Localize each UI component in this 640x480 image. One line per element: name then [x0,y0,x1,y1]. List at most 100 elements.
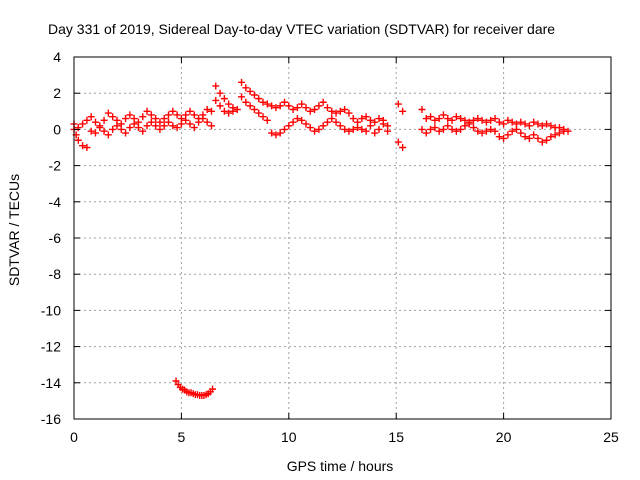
data-point [349,125,357,133]
data-point [87,113,95,121]
data-point [104,109,112,117]
data-point [259,113,267,121]
data-point [435,127,443,135]
data-point [143,107,151,115]
x-tick-label: 0 [70,429,78,445]
data-point [521,120,529,128]
data-point [384,127,392,135]
x-tick-label: 25 [603,429,619,445]
tick-labels: 0 5 10 15 20 25 -16 -14 -12 -10 -8 -6 -4 -2 0 2 4 [41,49,619,445]
data-point [250,91,258,99]
y-tick-label: -14 [41,375,61,391]
data-point [272,104,280,112]
data-point [534,134,542,142]
data-point [439,125,447,133]
data-point [242,98,250,106]
data-point [427,113,435,121]
data-point [190,124,198,132]
data-point [538,122,546,130]
data-point [126,111,134,119]
data-point [83,116,91,124]
data-point [172,377,180,385]
data-point [491,115,499,123]
data-point [547,122,555,130]
x-tick-label: 20 [496,429,512,445]
axis-ticks [73,56,612,420]
data-point [220,107,228,115]
data-point [165,118,173,126]
data-point [399,107,407,115]
data-point [461,122,469,130]
data-point [246,87,254,95]
data-point [482,118,490,126]
data-point [83,144,91,151]
data-point [195,118,203,126]
data-point [422,115,430,123]
data-point [534,120,542,128]
data-point [79,120,87,128]
series-1 [70,93,568,151]
data-point [328,115,336,123]
y-tick-label: 0 [53,121,61,137]
data-point [233,105,241,113]
data-point [495,118,503,126]
data-point [504,131,512,139]
data-point [457,115,465,123]
data-point [160,122,168,130]
data-point [242,84,250,92]
data-point [336,122,344,130]
data-point [323,104,331,112]
data-point [422,129,430,137]
data-point [139,127,147,135]
data-point [229,107,237,115]
data-point [379,120,387,128]
data-point [362,127,370,135]
data-point [525,134,533,142]
x-tick-label: 15 [388,429,404,445]
data-point [152,115,160,123]
x-tick-label: 10 [281,429,297,445]
data-point [289,105,297,113]
data-point [134,124,142,132]
data-point [177,120,185,128]
data-point [156,118,164,126]
data-point [315,125,323,133]
data-point [560,127,568,135]
data-point [152,122,160,130]
x-axis-label: GPS time / hours [287,458,394,474]
data-point [375,125,383,133]
data-point [457,125,465,133]
data-point [345,109,353,117]
data-point [173,124,181,132]
data-point [268,102,276,110]
data-point [225,100,233,108]
data-point [452,127,460,135]
data-point [100,127,108,135]
data-point [169,107,177,115]
data-point [517,118,525,126]
data-point [104,131,112,139]
data-point [156,125,164,133]
data-point [470,124,478,132]
data-point [362,113,370,121]
data-point [474,127,482,135]
data-point [160,115,168,123]
data-point [354,124,362,132]
data-point [285,102,293,110]
data-point [203,105,211,113]
data-point [465,120,473,128]
data-point [500,134,508,142]
data-point [358,125,366,133]
data-point [276,102,284,110]
y-tick-label: -10 [41,302,61,318]
data-point [165,111,173,119]
data-point [345,127,353,135]
data-point [341,125,349,133]
data-point [207,107,215,115]
data-point [375,115,383,123]
data-point [538,138,546,146]
data-point [551,131,559,139]
data-point [182,116,190,124]
data-point [225,109,233,117]
